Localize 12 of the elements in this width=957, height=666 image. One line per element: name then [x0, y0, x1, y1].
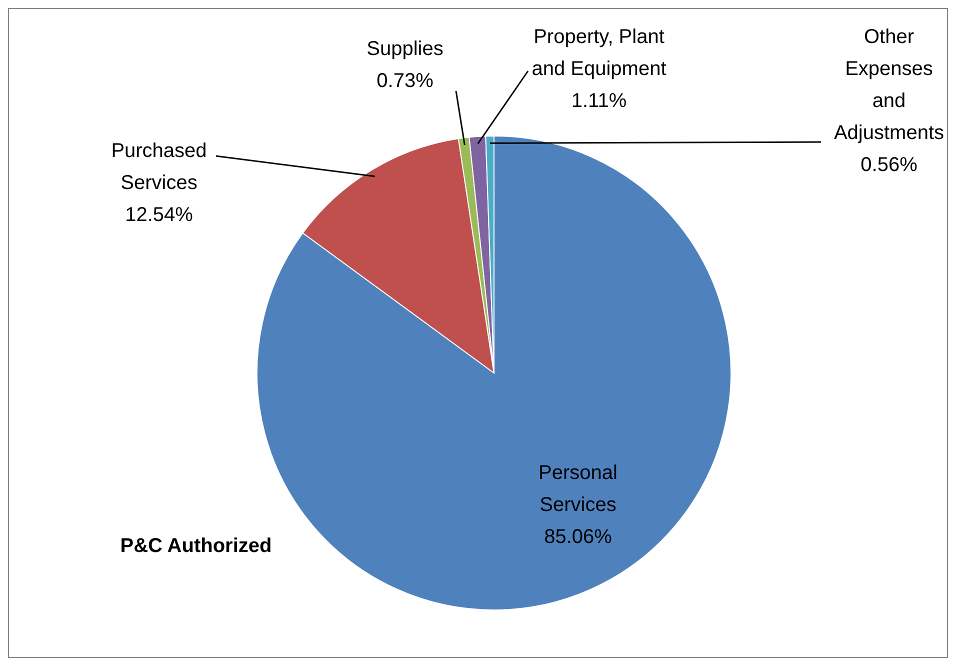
data-label: 1.11%: [571, 90, 627, 112]
data-label: 85.06%: [544, 526, 612, 548]
slice-label: Personal Services: [538, 462, 618, 516]
slice-label: Other Expenses and Adjustments: [834, 26, 944, 144]
text: P&C Authorized: [120, 535, 272, 557]
data-label: 12.54%: [125, 204, 194, 226]
data-label: 0.73%: [376, 70, 434, 92]
slice-label: Supplies: [366, 38, 444, 60]
slice-label: Property, Plant and Equipment: [532, 26, 667, 80]
data-label: 0.56%: [860, 154, 918, 176]
pie-slice: [302, 138, 494, 374]
slice-label: Purchased Services: [111, 140, 207, 194]
